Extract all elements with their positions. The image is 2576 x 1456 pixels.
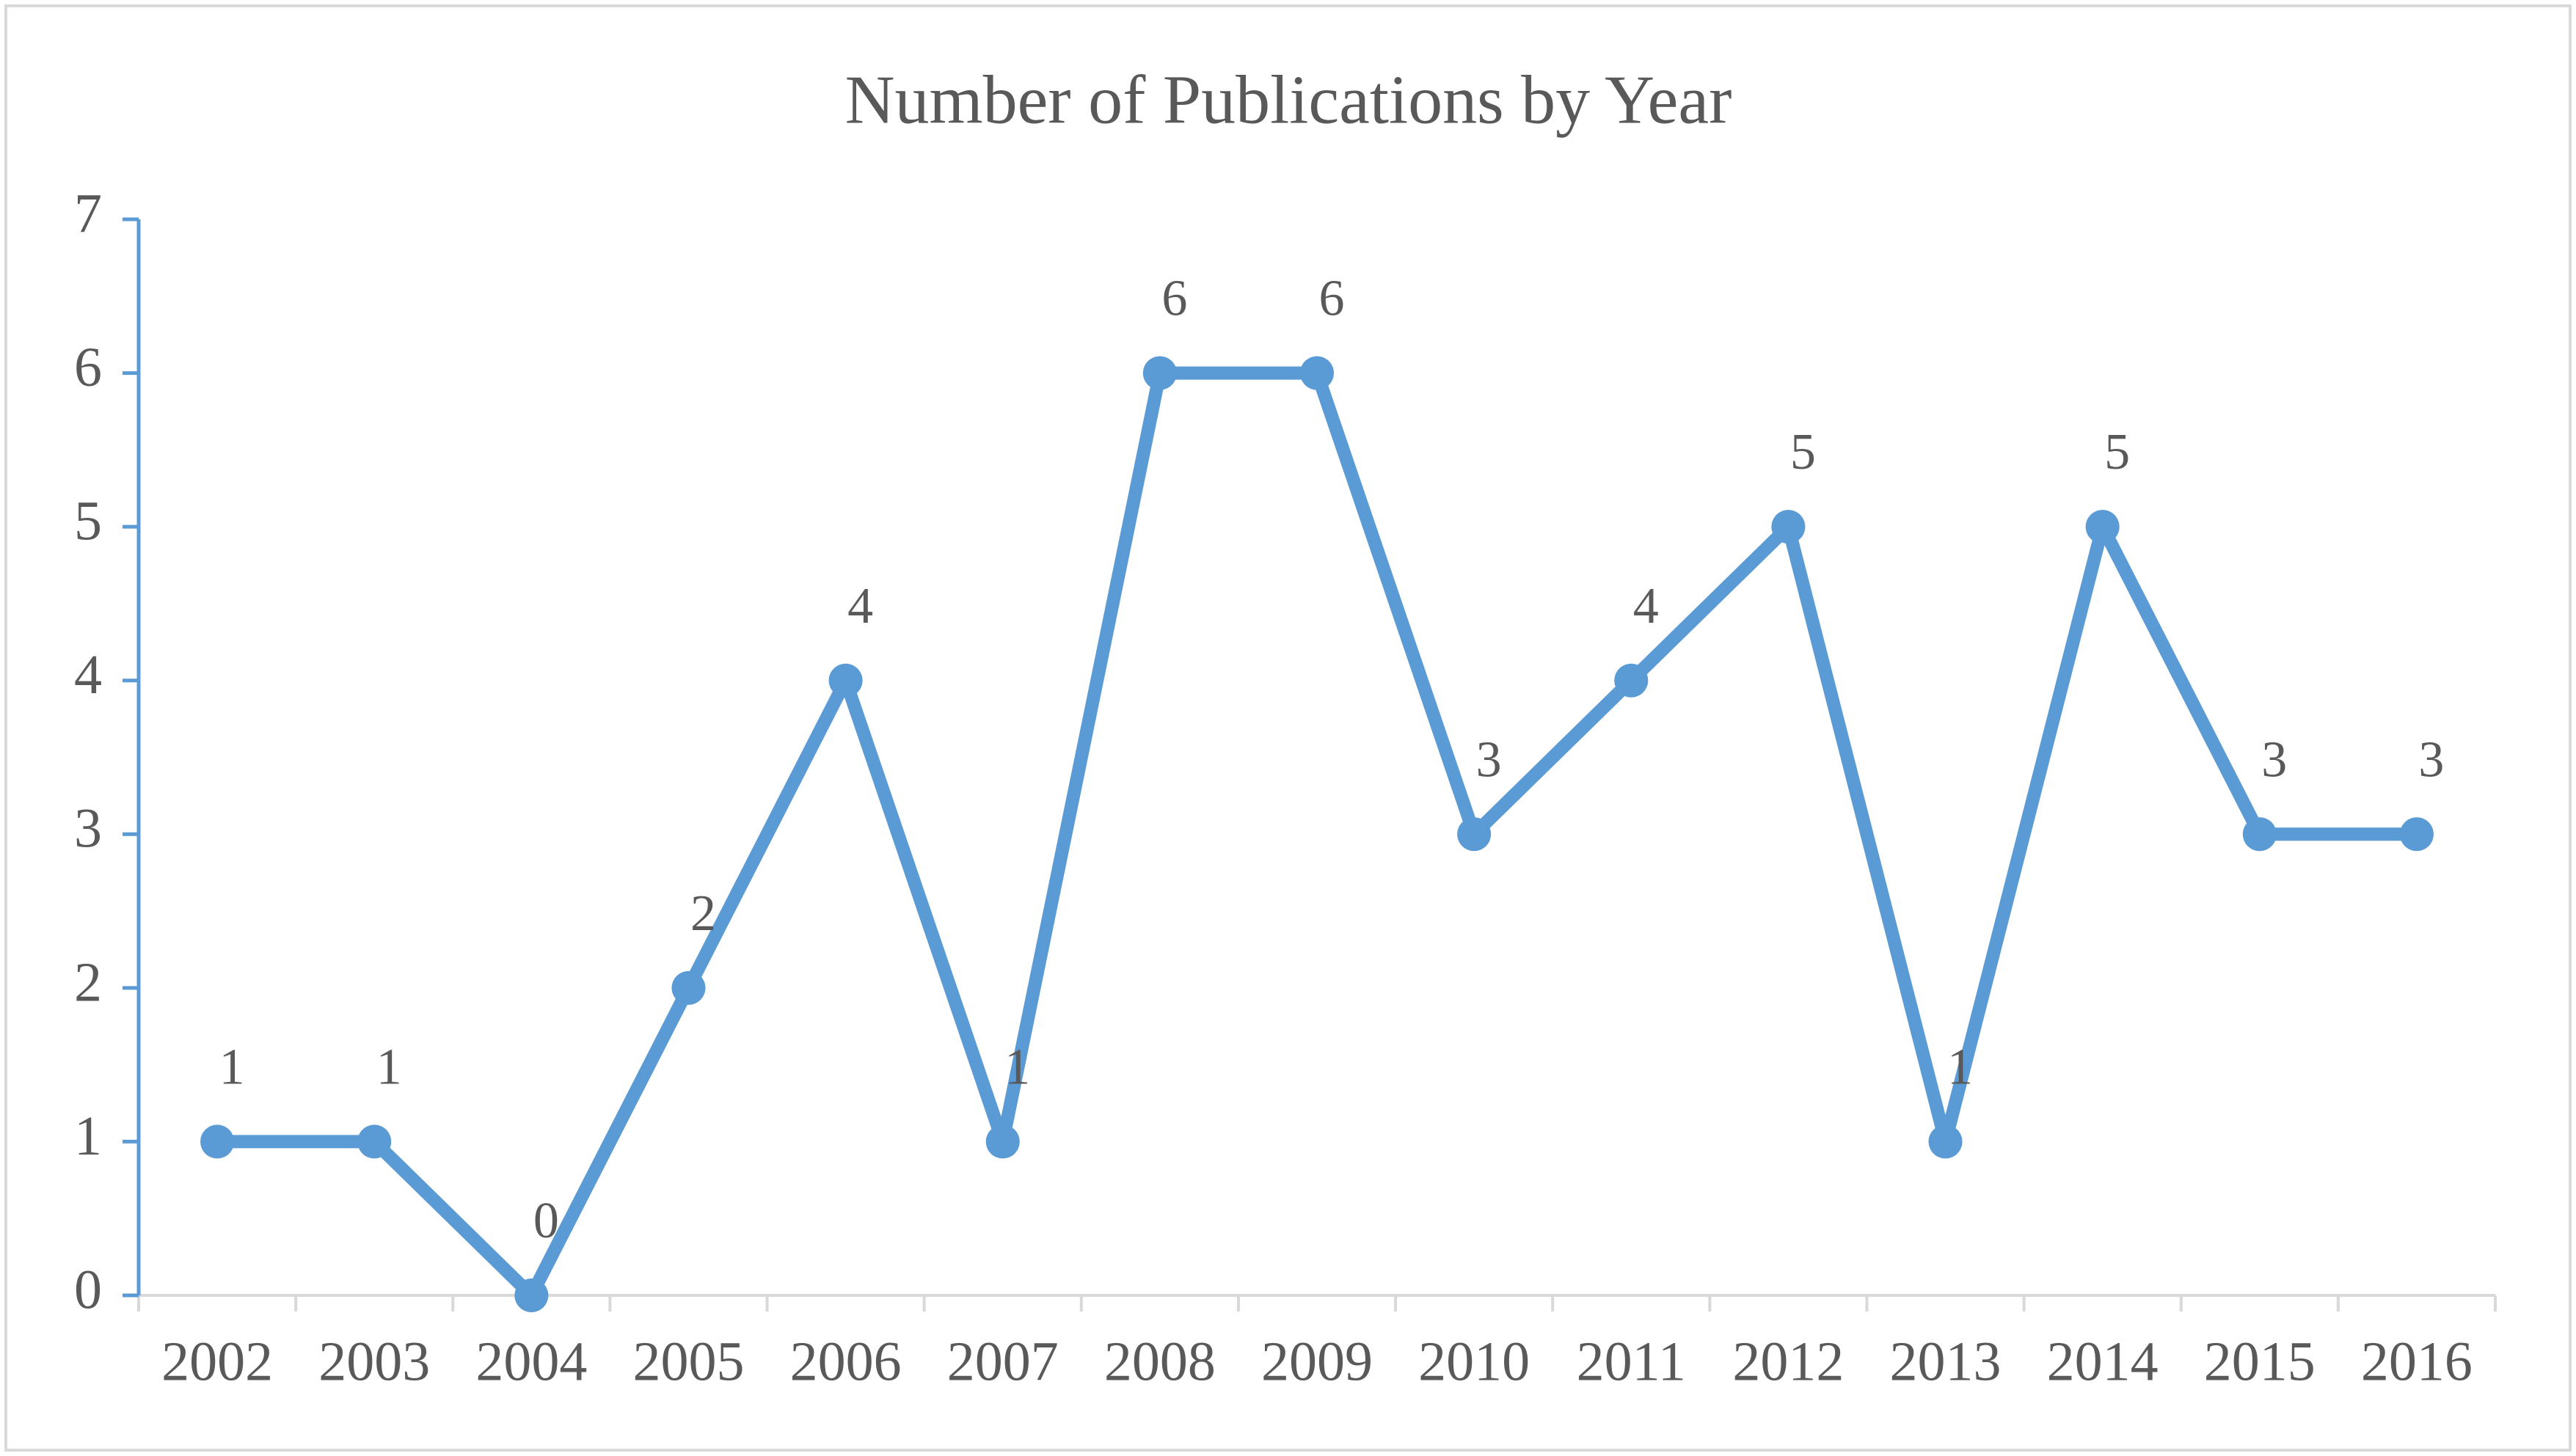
data-label: 4 [1633,578,1659,634]
data-label: 3 [1476,731,1502,788]
data-label: 6 [1161,271,1187,327]
x-tick-label: 2012 [1732,1331,1844,1392]
y-tick-label: 4 [74,644,102,706]
data-label: 1 [1004,1039,1030,1095]
data-point [1300,356,1334,390]
data-point [2242,817,2277,852]
data-point [828,663,863,698]
data-label: 1 [376,1039,402,1095]
data-point [514,1278,549,1312]
y-tick-label: 0 [74,1259,102,1320]
data-label: 1 [219,1039,245,1095]
data-point [1457,817,1492,852]
data-point [2085,510,2120,544]
data-label: 2 [690,885,716,942]
data-label: 1 [1947,1039,1973,1095]
data-label: 4 [847,578,873,634]
x-tick-label: 2014 [2047,1331,2159,1392]
x-tick-label: 2013 [1890,1331,2002,1392]
data-point [1928,1124,1963,1159]
x-tick-label: 2016 [2361,1331,2473,1392]
chart-title: Number of Publications by Year [845,62,1732,139]
data-label: 0 [533,1193,559,1249]
data-point [985,1124,1020,1159]
data-label: 6 [1319,271,1345,327]
data-point [2399,817,2434,852]
data-point [671,970,706,1005]
x-tick-label: 2008 [1104,1331,1216,1392]
data-label: 3 [2261,731,2287,788]
data-point [1771,510,1806,544]
x-tick-label: 2009 [1261,1331,1373,1392]
x-tick-label: 2004 [475,1331,587,1392]
y-tick-label: 2 [74,951,102,1013]
x-tick-label: 2007 [947,1331,1059,1392]
data-point [1142,356,1177,390]
data-label: 3 [2418,731,2444,788]
y-tick-label: 7 [74,183,102,244]
data-point [200,1124,235,1159]
x-tick-label: 2002 [161,1331,273,1392]
data-label: 5 [2104,424,2130,480]
x-tick-label: 2005 [632,1331,744,1392]
x-tick-label: 2011 [1577,1331,1686,1392]
data-point [1614,663,1649,698]
data-point [357,1124,392,1159]
y-tick-label: 5 [74,491,102,552]
y-tick-label: 6 [74,337,102,398]
y-tick-label: 3 [74,798,102,860]
y-tick-label: 1 [74,1105,102,1167]
x-tick-label: 2015 [2204,1331,2316,1392]
x-tick-label: 2003 [318,1331,430,1392]
x-tick-label: 2010 [1418,1331,1530,1392]
x-tick-label: 2006 [790,1331,902,1392]
chart-border [4,4,2572,1452]
data-label: 5 [1790,424,1816,480]
